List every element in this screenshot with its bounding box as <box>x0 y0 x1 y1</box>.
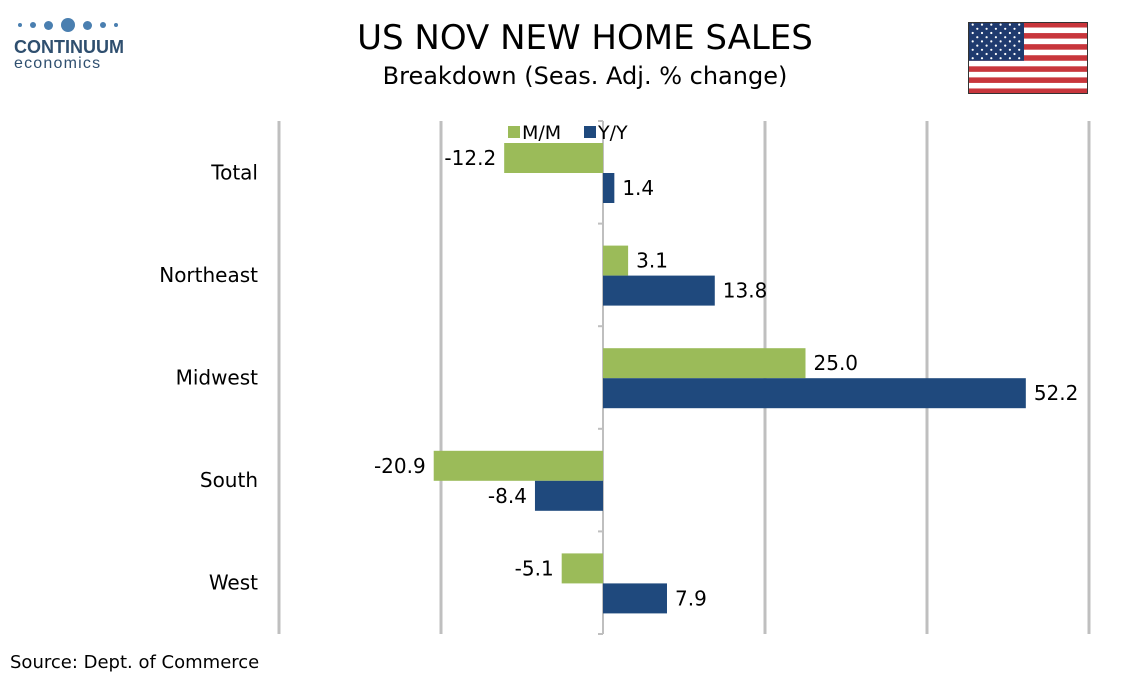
data-label: 25.0 <box>814 351 859 375</box>
continuum-economics-logo: CONTINUUM economics <box>14 14 134 73</box>
data-label: 52.2 <box>1034 381 1079 405</box>
bar-mm <box>433 450 603 481</box>
legend-swatch <box>508 126 520 138</box>
data-label: -20.9 <box>374 454 426 478</box>
category-label: West <box>209 571 258 595</box>
category-label: Midwest <box>176 366 259 390</box>
bar-yy <box>603 583 667 614</box>
legend-label: M/M <box>522 122 561 144</box>
bar-yy <box>603 173 615 203</box>
bar-mm <box>561 553 603 584</box>
bar-mm <box>603 348 806 379</box>
bar-yy <box>603 275 715 306</box>
logo-dots-icon <box>14 14 134 36</box>
source-note: Source: Dept. of Commerce <box>10 652 260 673</box>
logo-name: CONTINUUM <box>14 37 124 57</box>
data-label: -5.1 <box>515 556 554 580</box>
data-label: 3.1 <box>636 249 668 273</box>
data-label: -8.4 <box>488 484 527 508</box>
category-label: Northeast <box>159 263 258 287</box>
us-flag-icon <box>968 22 1088 94</box>
category-label: South <box>200 468 258 492</box>
data-label: -12.2 <box>444 146 496 170</box>
chart-title: US NOV NEW HOME SALES <box>357 18 813 58</box>
bar-yy <box>534 480 603 511</box>
legend-label: Y/Y <box>597 122 628 144</box>
bar-mm <box>504 143 603 173</box>
legend: M/M Y/Y <box>508 122 628 144</box>
data-label: 7.9 <box>675 586 707 610</box>
logo-sub: economics <box>14 55 102 72</box>
bar-yy <box>603 378 1026 409</box>
chart-subtitle: Breakdown (Seas. Adj. % change) <box>382 62 788 90</box>
bar-mm <box>603 245 629 276</box>
data-label: 1.4 <box>622 176 654 200</box>
data-label: 13.8 <box>723 279 768 303</box>
category-label: Total <box>210 160 258 184</box>
legend-swatch <box>584 126 596 138</box>
